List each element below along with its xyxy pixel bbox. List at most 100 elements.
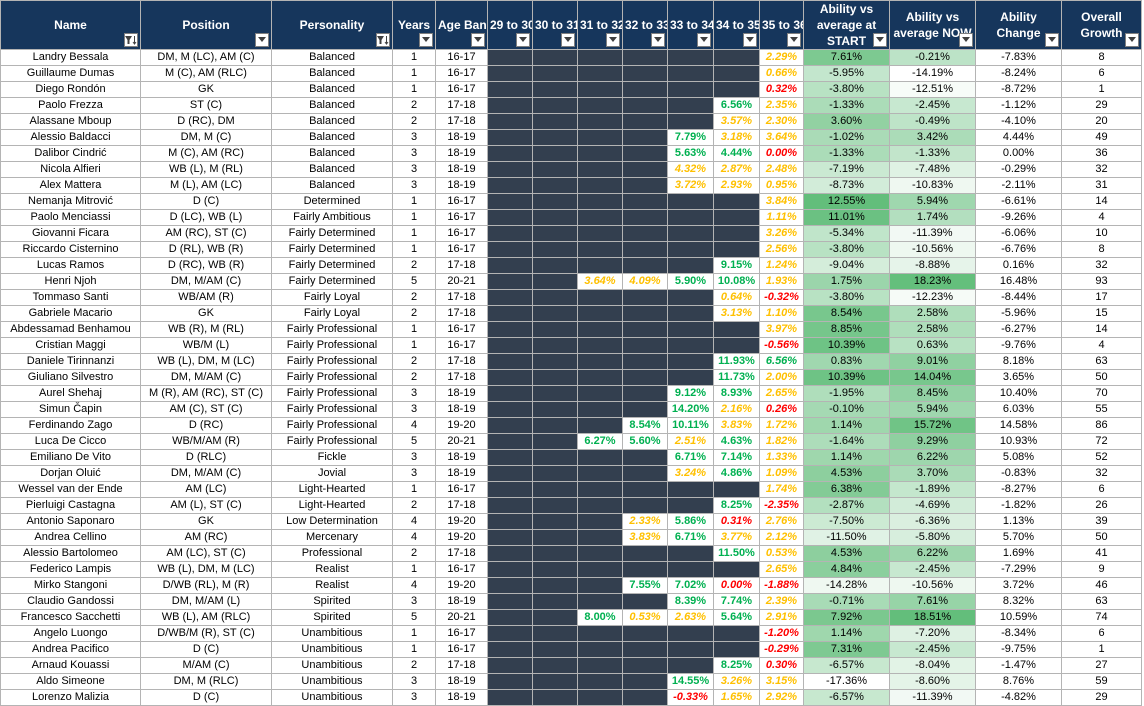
ability-change-cell[interactable]: -2.11%	[975, 177, 1062, 194]
ability-change-cell[interactable]: -8.27%	[975, 481, 1062, 498]
year-growth-cell[interactable]: 1.24%	[759, 257, 804, 274]
years-cell[interactable]: 1	[392, 49, 436, 66]
year-growth-cell[interactable]: 4.44%	[713, 145, 760, 162]
empty-year-cell[interactable]	[577, 161, 623, 178]
years-cell[interactable]: 2	[392, 113, 436, 130]
empty-year-cell[interactable]	[487, 321, 533, 338]
empty-year-cell[interactable]	[487, 433, 533, 450]
player-name-cell[interactable]: Angelo Luongo	[0, 625, 141, 642]
year-growth-cell[interactable]: 2.39%	[759, 593, 804, 610]
ability-start-cell[interactable]: -11.50%	[803, 529, 890, 546]
position-cell[interactable]: GK	[140, 305, 272, 322]
column-header-9[interactable]: 32 to 33	[622, 0, 668, 50]
personality-cell[interactable]: Professional	[271, 545, 393, 562]
year-growth-cell[interactable]: 1.11%	[759, 209, 804, 226]
empty-year-cell[interactable]	[667, 241, 714, 258]
empty-year-cell[interactable]	[577, 305, 623, 322]
ability-now-cell[interactable]: -2.45%	[889, 561, 976, 578]
empty-year-cell[interactable]	[667, 497, 714, 514]
overall-growth-cell[interactable]: 15	[1061, 305, 1142, 322]
empty-year-cell[interactable]	[667, 65, 714, 82]
age-band-cell[interactable]: 16-17	[435, 481, 488, 498]
empty-year-cell[interactable]	[487, 161, 533, 178]
year-growth-cell[interactable]: 3.64%	[577, 273, 623, 290]
year-growth-cell[interactable]: 5.90%	[667, 273, 714, 290]
empty-year-cell[interactable]	[622, 497, 668, 514]
empty-year-cell[interactable]	[577, 65, 623, 82]
age-band-cell[interactable]: 20-21	[435, 433, 488, 450]
years-cell[interactable]: 1	[392, 209, 436, 226]
empty-year-cell[interactable]	[577, 625, 623, 642]
year-growth-cell[interactable]: 1.65%	[713, 689, 760, 706]
empty-year-cell[interactable]	[577, 401, 623, 418]
position-cell[interactable]: WB (L), DM, M (LC)	[140, 353, 272, 370]
ability-start-cell[interactable]: -1.33%	[803, 97, 890, 114]
age-band-cell[interactable]: 16-17	[435, 65, 488, 82]
overall-growth-cell[interactable]: 72	[1061, 433, 1142, 450]
empty-year-cell[interactable]	[622, 113, 668, 130]
empty-year-cell[interactable]	[667, 305, 714, 322]
ability-now-cell[interactable]: -5.80%	[889, 529, 976, 546]
position-cell[interactable]: DM, M (LC), AM (C)	[140, 49, 272, 66]
year-growth-cell[interactable]: 6.71%	[667, 449, 714, 466]
overall-growth-cell[interactable]: 8	[1061, 49, 1142, 66]
ability-change-cell[interactable]: 6.03%	[975, 401, 1062, 418]
ability-now-cell[interactable]: -7.20%	[889, 625, 976, 642]
empty-year-cell[interactable]	[713, 49, 760, 66]
empty-year-cell[interactable]	[487, 513, 533, 530]
empty-year-cell[interactable]	[622, 321, 668, 338]
personality-cell[interactable]: Balanced	[271, 49, 393, 66]
years-cell[interactable]: 1	[392, 641, 436, 658]
year-growth-cell[interactable]: 11.93%	[713, 353, 760, 370]
ability-change-cell[interactable]: -4.10%	[975, 113, 1062, 130]
years-cell[interactable]: 1	[392, 337, 436, 354]
empty-year-cell[interactable]	[667, 113, 714, 130]
position-cell[interactable]: WB (L), AM (RLC)	[140, 609, 272, 626]
year-growth-cell[interactable]: 5.64%	[713, 609, 760, 626]
column-header-6[interactable]: 29 to 30	[487, 0, 533, 50]
empty-year-cell[interactable]	[667, 257, 714, 274]
position-cell[interactable]: AM (RC)	[140, 529, 272, 546]
year-growth-cell[interactable]: 4.63%	[713, 433, 760, 450]
empty-year-cell[interactable]	[487, 225, 533, 242]
player-name-cell[interactable]: Tommaso Santi	[0, 289, 141, 306]
year-growth-cell[interactable]: 3.97%	[759, 321, 804, 338]
overall-growth-cell[interactable]: 55	[1061, 401, 1142, 418]
years-cell[interactable]: 3	[392, 401, 436, 418]
age-band-cell[interactable]: 18-19	[435, 673, 488, 690]
age-band-cell[interactable]: 18-19	[435, 593, 488, 610]
position-cell[interactable]: WB/M/AM (R)	[140, 433, 272, 450]
empty-year-cell[interactable]	[622, 129, 668, 146]
personality-cell[interactable]: Fairly Professional	[271, 353, 393, 370]
empty-year-cell[interactable]	[532, 273, 578, 290]
ability-change-cell[interactable]: -6.76%	[975, 241, 1062, 258]
empty-year-cell[interactable]	[487, 209, 533, 226]
empty-year-cell[interactable]	[667, 193, 714, 210]
years-cell[interactable]: 5	[392, 273, 436, 290]
empty-year-cell[interactable]	[487, 273, 533, 290]
year-growth-cell[interactable]: 1.09%	[759, 465, 804, 482]
empty-year-cell[interactable]	[622, 369, 668, 386]
personality-cell[interactable]: Unambitious	[271, 641, 393, 658]
position-cell[interactable]: DM, M/AM (L)	[140, 593, 272, 610]
empty-year-cell[interactable]	[622, 209, 668, 226]
year-growth-cell[interactable]: 4.86%	[713, 465, 760, 482]
empty-year-cell[interactable]	[487, 609, 533, 626]
year-growth-cell[interactable]: -1.88%	[759, 577, 804, 594]
empty-year-cell[interactable]	[622, 65, 668, 82]
empty-year-cell[interactable]	[622, 449, 668, 466]
empty-year-cell[interactable]	[713, 81, 760, 98]
year-growth-cell[interactable]: 6.71%	[667, 529, 714, 546]
personality-cell[interactable]: Fairly Professional	[271, 433, 393, 450]
empty-year-cell[interactable]	[577, 481, 623, 498]
empty-year-cell[interactable]	[622, 49, 668, 66]
empty-year-cell[interactable]	[577, 241, 623, 258]
position-cell[interactable]: DM, M/AM (C)	[140, 369, 272, 386]
position-cell[interactable]: DM, M (C)	[140, 129, 272, 146]
ability-now-cell[interactable]: -4.69%	[889, 497, 976, 514]
year-growth-cell[interactable]: 9.12%	[667, 385, 714, 402]
ability-start-cell[interactable]: 4.53%	[803, 545, 890, 562]
ability-change-cell[interactable]: -6.27%	[975, 321, 1062, 338]
year-growth-cell[interactable]: 2.76%	[759, 513, 804, 530]
year-growth-cell[interactable]: 14.55%	[667, 673, 714, 690]
